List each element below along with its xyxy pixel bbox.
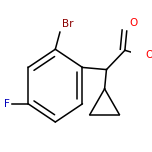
Text: O: O <box>130 18 138 28</box>
Text: O: O <box>145 50 152 60</box>
Text: F: F <box>4 99 10 109</box>
Text: Br: Br <box>62 19 73 29</box>
